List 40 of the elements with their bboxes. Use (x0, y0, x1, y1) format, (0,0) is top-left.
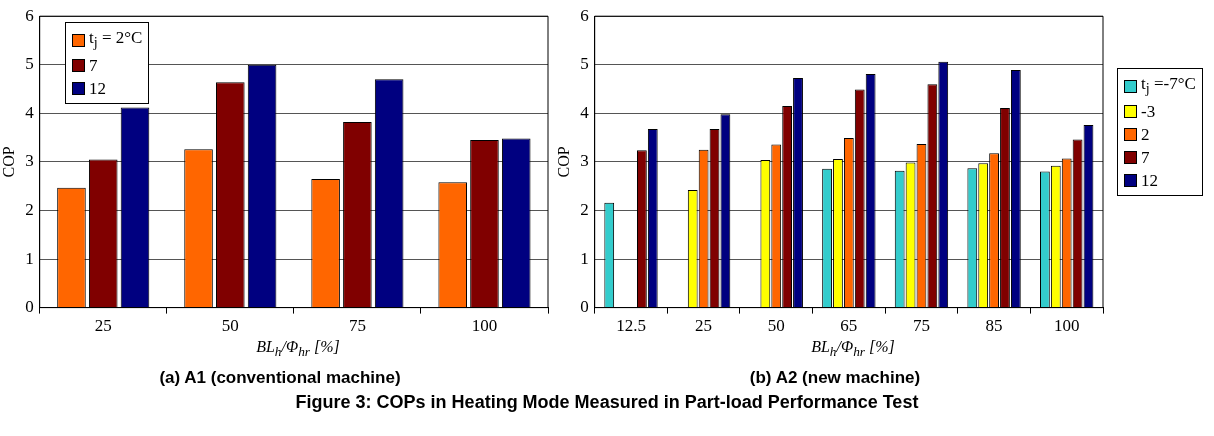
legend-label: t$_{j}$ = 2°C (89, 27, 143, 53)
legend-label: 12 (1141, 170, 1158, 193)
y-tick-label: 3 (25, 151, 34, 171)
x-tick-label: 100 (471, 316, 498, 336)
y-tick-label: 0 (580, 297, 589, 317)
y-tick-label: 5 (25, 54, 34, 74)
x-tick-label: 75 (912, 316, 930, 336)
y-tick-label: 1 (25, 248, 34, 268)
legend-label: 2 (1141, 124, 1150, 147)
x-axis-title: BL$_{h}$/Φ$_{hr}$ [%] (810, 338, 896, 361)
y-tick-label: 2 (25, 199, 34, 219)
y-tick-label: 6 (580, 5, 589, 25)
y-tick-label: 5 (580, 54, 589, 74)
y-tick-label: 2 (580, 199, 589, 219)
y-tick-label: 4 (580, 102, 590, 122)
y-tick-label: 0 (25, 297, 34, 317)
y-axis-title: COP (0, 146, 17, 178)
x-tick-label: 50 (767, 316, 785, 336)
y-tick-label: 4 (25, 102, 35, 122)
x-tick-label: 25 (94, 316, 112, 336)
legend-label: 7 (89, 55, 98, 78)
x-tick-label: 50 (221, 316, 239, 336)
text: (a) A1 (conventional machine) (158, 368, 402, 388)
x-tick-label: 65 (840, 316, 858, 336)
x-tick-label: 12.5 (616, 316, 646, 336)
legend-label: -3 (1141, 101, 1156, 124)
x-tick-label: 75 (348, 316, 366, 336)
y-tick-label: 3 (580, 151, 589, 171)
caption: Figure 3: COPs in Heating Mode Measured in Part-load Performance Test (294, 392, 920, 413)
y-tick-label: 6 (25, 5, 34, 25)
x-axis-title: BL$_{h}$/Φ$_{hr}$ [%] (255, 338, 341, 361)
legend-label: 7 (1141, 147, 1150, 170)
y-tick-label: 1 (580, 248, 589, 268)
y-axis-title: COP (554, 146, 572, 178)
x-tick-label: 100 (1053, 316, 1080, 336)
legend-label: 12 (89, 78, 106, 101)
legend-label: t$_{j}$ =-7°C (1141, 73, 1196, 99)
x-tick-label: 25 (695, 316, 713, 336)
text: (b) A2 (new machine) (748, 368, 922, 388)
x-tick-label: 85 (985, 316, 1003, 336)
